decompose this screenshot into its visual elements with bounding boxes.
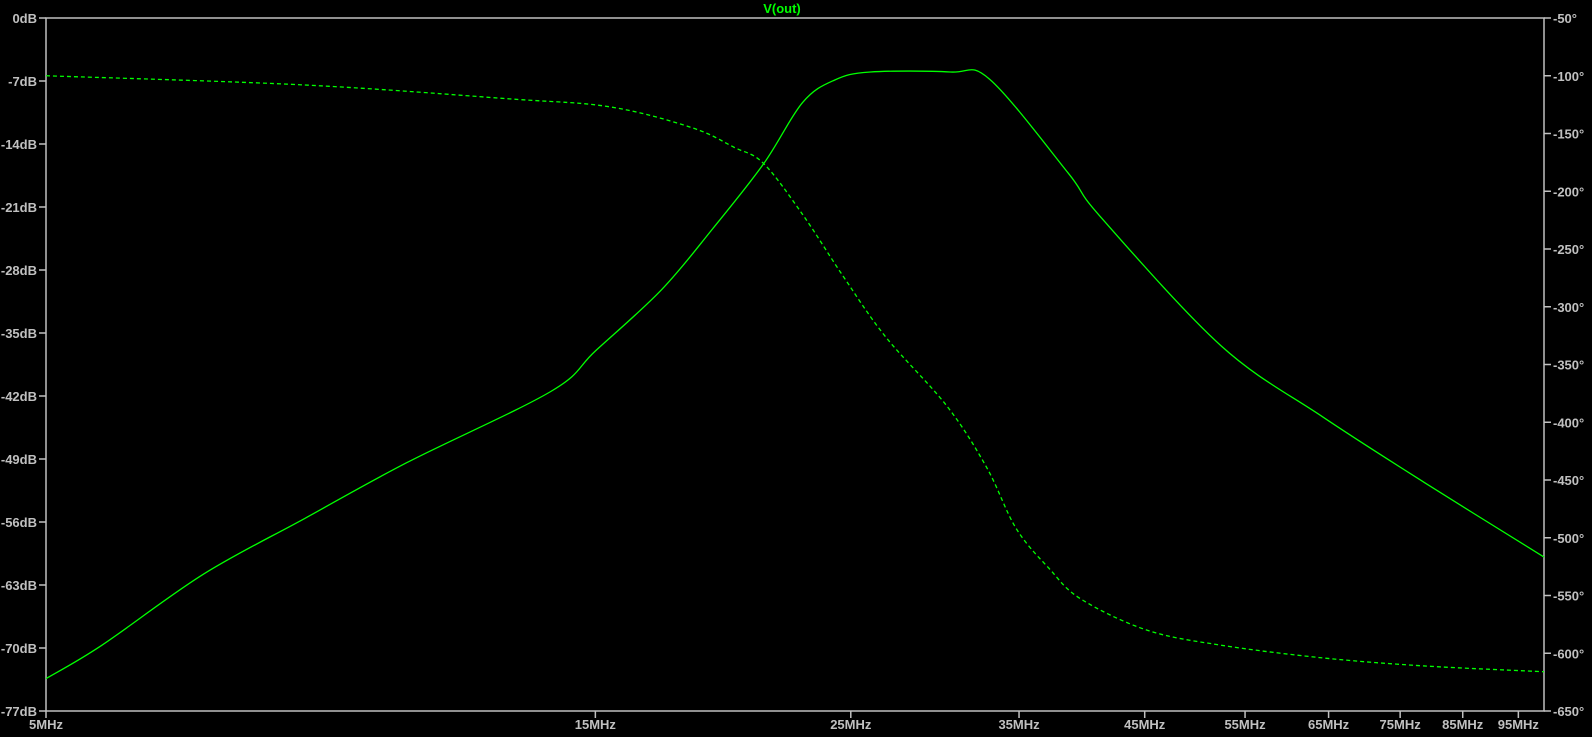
right-y-tick-label: -650° [1553,704,1584,719]
right-y-tick-label: -550° [1553,589,1584,604]
x-tick-label: 45MHz [1124,717,1166,732]
left-y-tick-label: -14dB [1,137,37,152]
left-y-tick-label: -35dB [1,326,37,341]
right-y-tick-label: -100° [1553,69,1584,84]
x-tick-label: 5MHz [29,717,63,732]
left-y-tick-label: -56dB [1,515,37,530]
x-tick-label: 65MHz [1308,717,1350,732]
magnitude-trace [45,69,1545,680]
right-y-tick-label: -150° [1553,127,1584,142]
right-y-tick-label: -450° [1553,473,1584,488]
traces [45,69,1545,680]
plot-frame [45,17,1545,712]
right-y-tick-label: -50° [1553,11,1577,26]
x-tick-label: 15MHz [575,717,617,732]
right-y-tick-label: -500° [1553,531,1584,546]
chart-title[interactable]: V(out) [763,1,801,16]
x-tick-label: 25MHz [830,717,872,732]
x-tick-label: 35MHz [998,717,1040,732]
left-y-tick-label: -7dB [8,74,37,89]
x-tick-label: 85MHz [1442,717,1484,732]
x-axis: 5MHz 15MHz 25MHz 35MHz 45MHz 55MHz 65MHz 75MHz 8… [29,711,1539,732]
right-y-tick-label: -600° [1553,646,1584,661]
left-y-tick-label: -49dB [1,452,37,467]
x-tick-label: 55MHz [1224,717,1266,732]
right-y-tick-label: -250° [1553,242,1584,257]
left-y-tick-label: -70dB [1,641,37,656]
phase-trace [45,75,1545,673]
left-y-axis: 0dB -7dB -14dB -21dB -28dB -35dB -42dB -49dB -56… [1,11,46,719]
right-y-tick-label: -300° [1553,300,1584,315]
x-tick-label: 95MHz [1498,717,1540,732]
left-y-tick-label: 0dB [12,11,37,26]
right-y-tick-label: -350° [1553,358,1584,373]
right-y-tick-label: -400° [1553,415,1584,430]
x-tick-label: 75MHz [1380,717,1422,732]
left-y-tick-label: -42dB [1,389,37,404]
left-y-tick-label: -21dB [1,200,37,215]
left-y-tick-label: -63dB [1,578,37,593]
left-y-tick-label: -28dB [1,263,37,278]
left-y-tick-label: -77dB [1,704,37,719]
right-y-tick-label: -200° [1553,184,1584,199]
right-y-axis: -50° -100° -150° -200° -250° -300° -350° -400° -… [1544,11,1584,719]
